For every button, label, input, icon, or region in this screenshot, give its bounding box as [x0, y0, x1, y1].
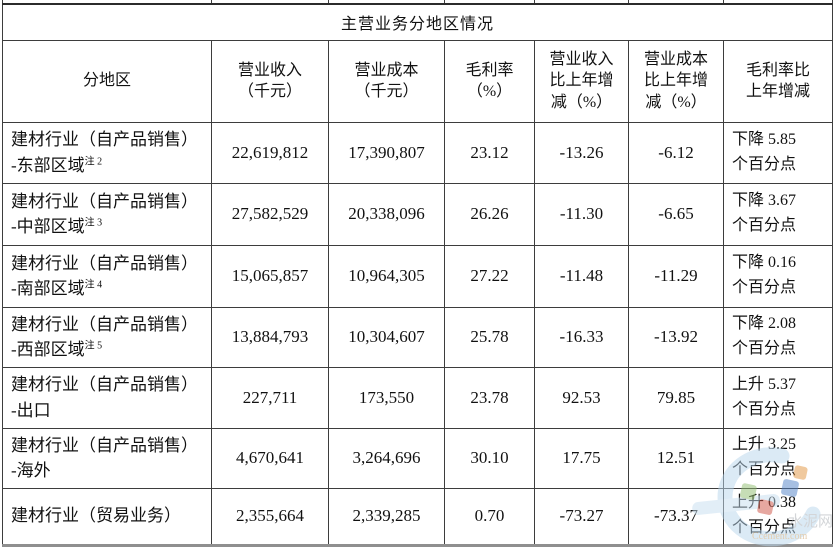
revenue-yoy-cell: -16.33 [534, 306, 629, 368]
region-label: 建材行业（贸易业务） [11, 506, 181, 526]
gross-margin-cell: 27.22 [444, 244, 535, 308]
revenue-yoy-cell: -73.27 [534, 487, 629, 547]
cost-yoy-cell: -11.29 [628, 244, 724, 308]
table-header-row: 分地区 营业收入 （千元） 营业成本 （千元） 毛利率 （%） 营业收入 比上年… [2, 39, 833, 123]
cost-cell: 10,964,305 [328, 244, 445, 308]
table-row: 建材行业（自产品销售） -海外 4,670,641 3,264,696 30.1… [2, 427, 833, 489]
revenue-yoy-cell: -11.48 [534, 244, 629, 308]
cost-cell: 20,338,096 [328, 182, 445, 246]
margin-yoy-cell: 下降 5.85 个百分点 [723, 121, 833, 184]
column-header-revenue: 营业收入 （千元） [211, 39, 329, 123]
table-row: 建材行业（贸易业务） 2,355,664 2,339,285 0.70 -73.… [2, 487, 833, 547]
cost-yoy-cell: 12.51 [628, 427, 724, 489]
table-title: 主营业务分地区情况 [2, 3, 833, 41]
gross-margin-cell: 30.10 [444, 427, 535, 489]
column-header-region: 分地区 [2, 39, 212, 123]
region-cell: 建材行业（贸易业务） [2, 487, 212, 547]
region-cell: 建材行业（自产品销售） -东部区域注 2 [2, 121, 212, 184]
revenue-cell: 13,884,793 [211, 306, 329, 368]
column-header-cost: 营业成本 （千元） [328, 39, 445, 123]
cost-cell: 17,390,807 [328, 121, 445, 184]
revenue-yoy-cell: -13.26 [534, 121, 629, 184]
revenue-cell: 22,619,812 [211, 121, 329, 184]
table-row: 建材行业（自产品销售） -东部区域注 2 22,619,812 17,390,8… [2, 121, 833, 184]
region-label: 建材行业（自产品销售） -南部区域 [11, 253, 198, 299]
margin-yoy-cell: 下降 2.08 个百分点 [723, 306, 833, 368]
region-cell: 建材行业（自产品销售） -西部区域注 5 [2, 306, 212, 368]
footnote-ref: 注 2 [84, 155, 103, 167]
margin-yoy-cell: 上升 5.37 个百分点 [723, 366, 833, 429]
footnote-ref: 注 4 [84, 279, 103, 291]
revenue-cell: 227,711 [211, 366, 329, 429]
table-row: 建材行业（自产品销售） -南部区域注 4 15,065,857 10,964,3… [2, 244, 833, 308]
cost-cell: 173,550 [328, 366, 445, 429]
cost-yoy-cell: -6.65 [628, 182, 724, 246]
gross-margin-cell: 26.26 [444, 182, 535, 246]
column-header-margin-yoy: 毛利率比 上年增减 [723, 39, 833, 123]
margin-yoy-cell: 上升 0.38 个百分点 [723, 487, 833, 547]
cost-cell: 2,339,285 [328, 487, 445, 547]
region-label: 建材行业（自产品销售） -中部区域 [11, 191, 198, 237]
table-row: 建材行业（自产品销售） -出口 227,711 173,550 23.78 92… [2, 366, 833, 429]
margin-yoy-cell: 下降 3.67 个百分点 [723, 182, 833, 246]
gross-margin-cell: 23.78 [444, 366, 535, 429]
table-row: 建材行业（自产品销售） -中部区域注 3 27,582,529 20,338,0… [2, 182, 833, 246]
cost-yoy-cell: 79.85 [628, 366, 724, 429]
region-cell: 建材行业（自产品销售） -海外 [2, 427, 212, 489]
table-row: 建材行业（自产品销售） -西部区域注 5 13,884,793 10,304,6… [2, 306, 833, 368]
footnote-ref: 注 3 [84, 217, 103, 229]
table-title-row: 主营业务分地区情况 [2, 3, 833, 41]
revenue-cell: 27,582,529 [211, 182, 329, 246]
margin-yoy-cell: 下降 0.16 个百分点 [723, 244, 833, 308]
region-cell: 建材行业（自产品销售） -中部区域注 3 [2, 182, 212, 246]
region-label: 建材行业（自产品销售） -西部区域 [11, 314, 198, 360]
region-label: 建材行业（自产品销售） -海外 [11, 435, 198, 481]
region-cell: 建材行业（自产品销售） -出口 [2, 366, 212, 429]
cost-cell: 3,264,696 [328, 427, 445, 489]
revenue-yoy-cell: 92.53 [534, 366, 629, 429]
column-header-revenue-yoy: 营业收入 比上年增 减（%） [534, 39, 629, 123]
footnote-ref: 注 5 [84, 340, 103, 352]
gross-margin-cell: 0.70 [444, 487, 535, 547]
region-label: 建材行业（自产品销售） -东部区域 [11, 130, 198, 175]
revenue-cell: 2,355,664 [211, 487, 329, 547]
gross-margin-cell: 23.12 [444, 121, 535, 184]
margin-yoy-cell: 上升 3.25 个百分点 [723, 427, 833, 489]
cost-yoy-cell: -6.12 [628, 121, 724, 184]
previous-row-fragment [2, 0, 833, 5]
revenue-yoy-cell: 17.75 [534, 427, 629, 489]
revenue-yoy-cell: -11.30 [534, 182, 629, 246]
revenue-cell: 15,065,857 [211, 244, 329, 308]
column-header-gross-margin: 毛利率 （%） [444, 39, 535, 123]
region-label: 建材行业（自产品销售） -出口 [11, 375, 198, 420]
cost-yoy-cell: -13.92 [628, 306, 724, 368]
region-cell: 建材行业（自产品销售） -南部区域注 4 [2, 244, 212, 308]
cost-yoy-cell: -73.37 [628, 487, 724, 547]
cost-cell: 10,304,607 [328, 306, 445, 368]
revenue-cell: 4,670,641 [211, 427, 329, 489]
column-header-cost-yoy: 营业成本 比上年增 减（%） [628, 39, 724, 123]
gross-margin-cell: 25.78 [444, 306, 535, 368]
